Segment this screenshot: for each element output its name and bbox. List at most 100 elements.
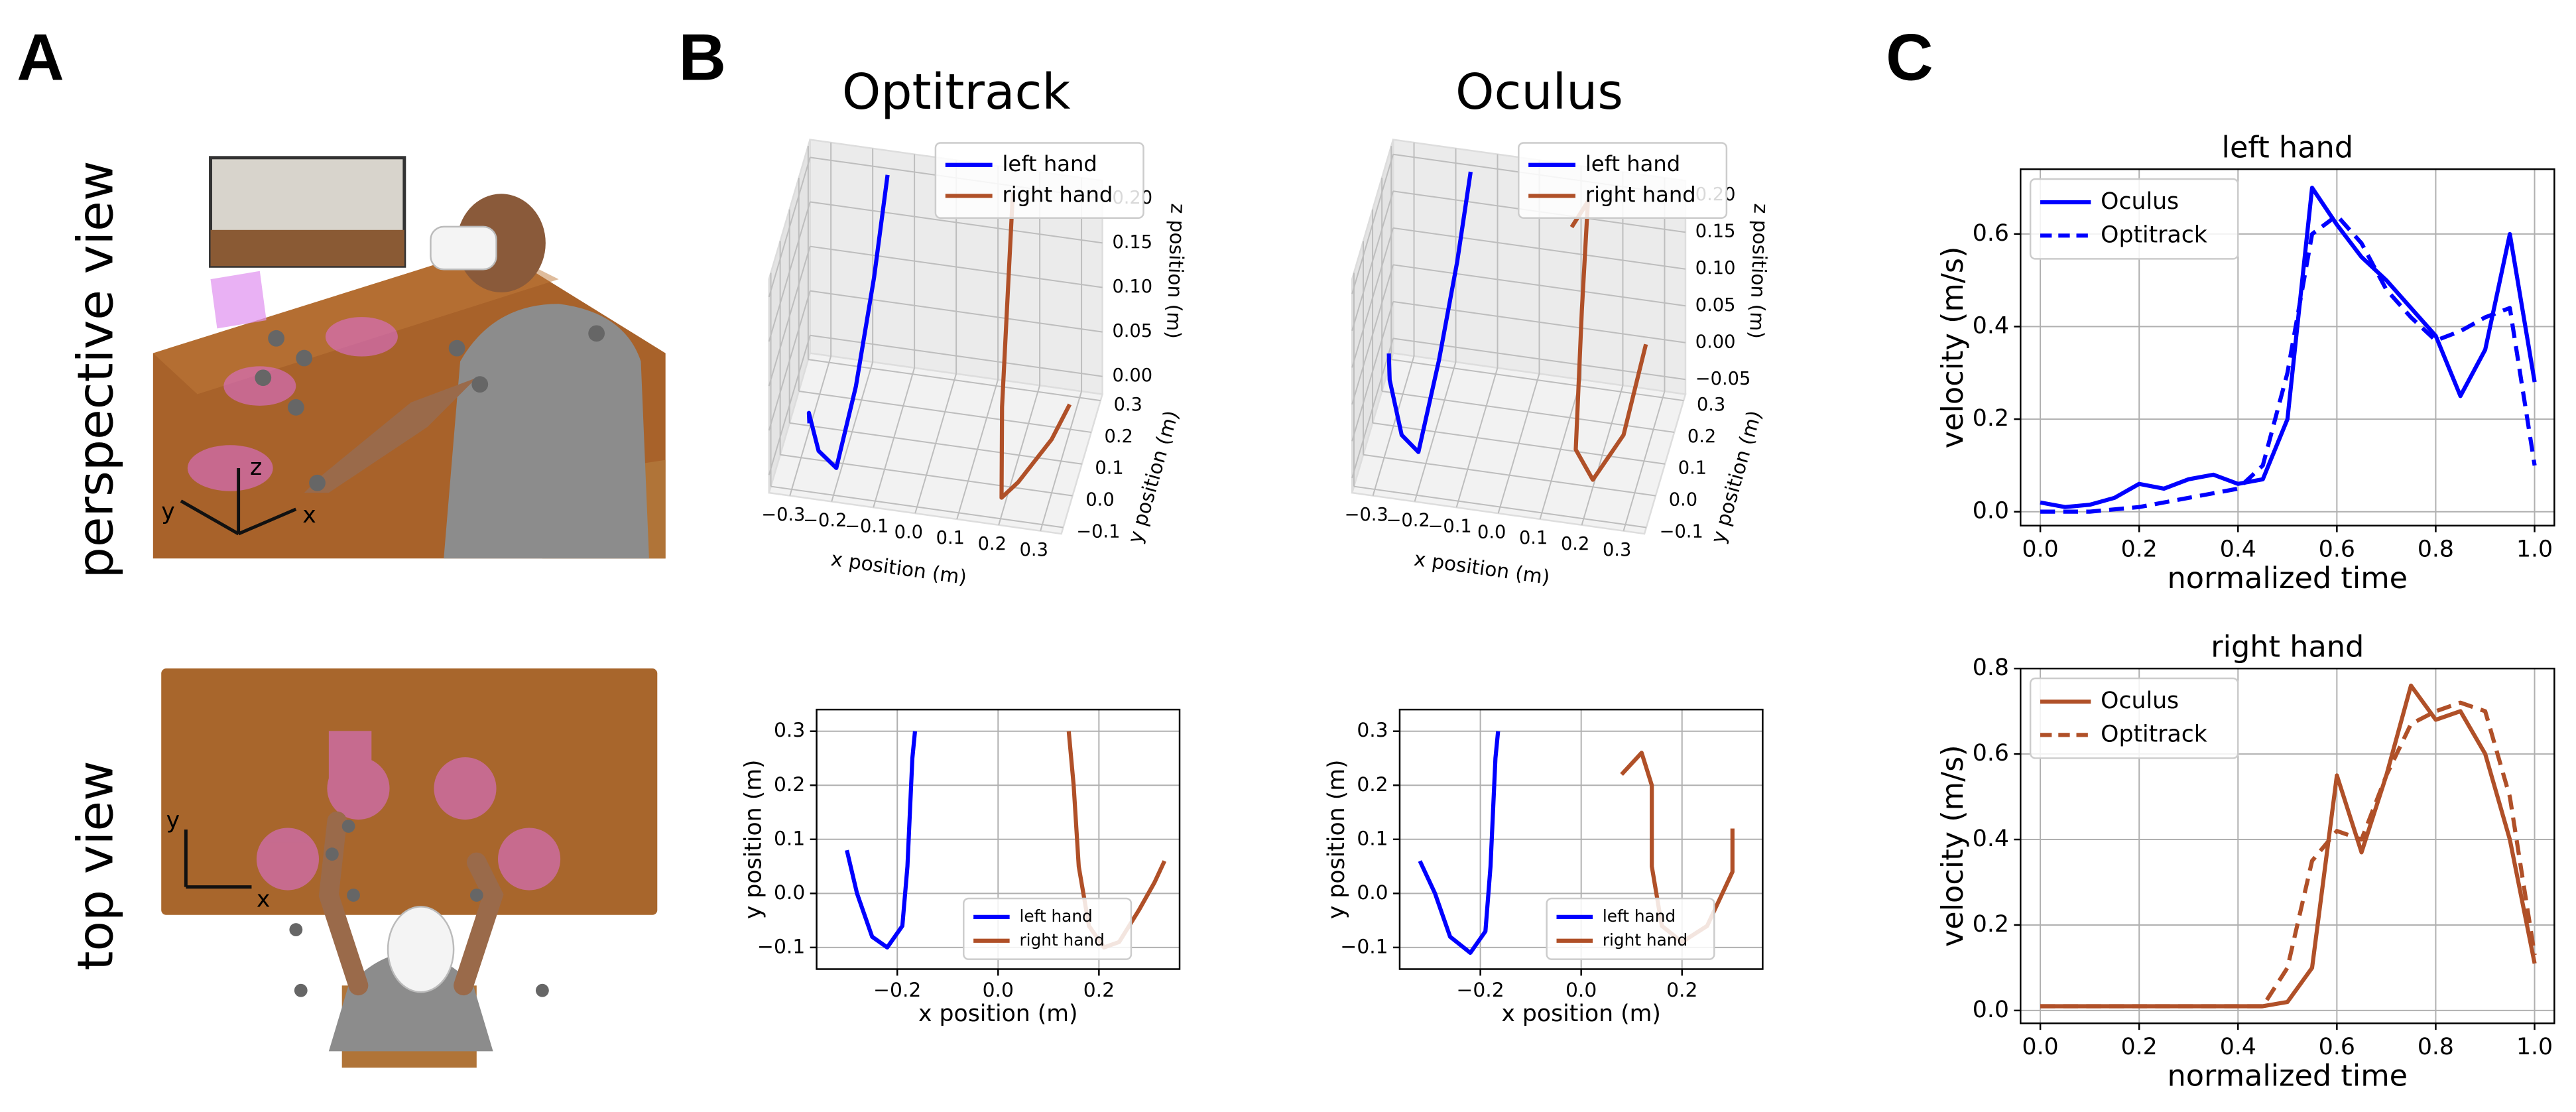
y-axis-label: velocity (m/s) (1935, 745, 1970, 947)
axes-icon (184, 829, 252, 889)
y-tick-label: 0.1 (1357, 827, 1388, 850)
target (223, 366, 296, 406)
grid-line (770, 485, 1064, 528)
legend-label: Optitrack (2101, 721, 2207, 747)
row-label: perspective view (67, 160, 125, 578)
y-tick-label: 0.0 (1669, 490, 1697, 511)
chart-title: Oculus (1455, 63, 1623, 121)
torso (328, 952, 493, 1052)
grid-line (798, 391, 1091, 433)
series-line (1386, 171, 1473, 454)
row-label: top view (67, 761, 125, 970)
grid-line (768, 202, 811, 342)
y-tick-label: 0.0 (1085, 490, 1114, 511)
grid-line (810, 201, 1103, 244)
y-tick-label: 0.0 (774, 881, 805, 904)
torso (444, 304, 649, 559)
z-tick-label: 0.15 (1695, 221, 1736, 242)
x-tick-label: 1.0 (2516, 1034, 2553, 1060)
y-tick-label: 0.0 (1973, 498, 2009, 525)
y-tick-label: 0.6 (1973, 740, 2009, 767)
y-axis-label: y position (m) (1323, 759, 1350, 919)
x-tick-label: 0.1 (1519, 528, 1548, 548)
target (325, 317, 398, 357)
x-tick-label: 0.0 (983, 979, 1014, 1002)
x-axis-label: normalized time (2168, 1058, 2408, 1093)
chart-title: right hand (2211, 629, 2364, 664)
series-line (2040, 213, 2537, 514)
x-tick-label: 0.2 (2121, 1034, 2158, 1060)
legend-box (2029, 178, 2239, 260)
grid-line (768, 290, 811, 431)
grid-line (808, 359, 1101, 402)
z-tick-label: −0.05 (1695, 369, 1750, 389)
y-tick-label: 0.3 (1114, 395, 1142, 415)
x-tick-label: 0.0 (2022, 536, 2059, 562)
y-tick-label: 0.2 (1357, 773, 1388, 796)
x-tick-label: −0.2 (873, 979, 921, 1002)
grid-line (768, 157, 811, 298)
table (161, 668, 658, 915)
panel-letter: C (1886, 20, 1933, 93)
series-line (1418, 731, 1501, 956)
plot-frame (816, 708, 1181, 970)
legend-label: Oculus (2101, 688, 2179, 714)
panel-letter: A (17, 20, 64, 93)
grid-line (810, 334, 1103, 377)
panel-letter: B (678, 20, 726, 93)
axis-letter: y (166, 808, 180, 834)
chart-title: left hand (2222, 130, 2354, 164)
legend-label: left hand (1002, 151, 1097, 176)
y-tick-label: −0.1 (757, 935, 805, 958)
y-tick-label: −0.1 (1340, 935, 1388, 958)
targets (256, 731, 561, 891)
x-tick-label: −0.1 (845, 516, 889, 536)
grid-line (1351, 265, 1394, 405)
grid-line (1351, 338, 1394, 479)
markers (255, 325, 605, 491)
x-tick-label: −0.2 (1386, 511, 1430, 531)
legend-label: Oculus (2101, 188, 2179, 215)
x-tick-label: 0.0 (1565, 979, 1597, 1002)
axis-letter: z (250, 454, 262, 481)
plot-frame (1398, 708, 1764, 970)
z-tick-label: 0.10 (1695, 258, 1736, 278)
x-tick-label: 0.0 (894, 522, 923, 542)
y-tick-label: 0.3 (774, 719, 805, 742)
series-line (806, 174, 890, 470)
z-tick-label: 0.05 (1695, 295, 1736, 316)
headset (387, 906, 455, 993)
x-tick-label: −0.1 (1428, 516, 1472, 536)
x-tick-label: −0.2 (1457, 979, 1504, 1002)
series-line (999, 192, 1072, 500)
target (187, 445, 273, 491)
axis-letter: y (161, 499, 175, 525)
plot-frame (2020, 168, 2555, 526)
legend-label: right hand (1603, 930, 1687, 950)
series-line (2040, 186, 2537, 509)
grid-line (1351, 227, 1394, 368)
y-tick-label: 0.2 (774, 773, 805, 796)
x-tick-label: 0.0 (1477, 522, 1506, 542)
legend-box (1518, 142, 1728, 219)
grid-line (768, 335, 811, 475)
y-tick-label: −0.1 (1660, 521, 1703, 542)
legend-label: left hand (1019, 906, 1092, 926)
legend-box (1546, 897, 1715, 960)
grid-line (789, 422, 1082, 465)
z-axis-label: z position (m) (1745, 203, 1772, 339)
y-tick-label: 0.0 (1357, 881, 1388, 904)
vr-inset-table (210, 229, 404, 267)
grid-line (1351, 301, 1394, 442)
y-tick-label: 0.4 (1973, 312, 2009, 339)
x-tick-label: −0.2 (803, 511, 847, 531)
y-tick-label: 0.4 (1973, 826, 2009, 852)
grid-line (1353, 485, 1646, 528)
x-tick-label: 0.8 (2418, 536, 2454, 562)
headset (430, 225, 497, 271)
grid-line (1351, 154, 1394, 294)
x-tick-label: 0.2 (1561, 534, 1589, 554)
y-tick-label: 0.1 (1095, 458, 1123, 479)
y-axis-label: velocity (m/s) (1935, 246, 1970, 448)
